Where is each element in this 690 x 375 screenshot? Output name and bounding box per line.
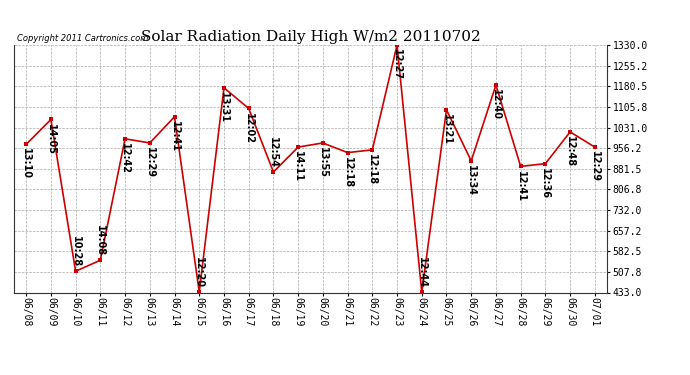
Text: 12:27: 12:27 <box>392 49 402 80</box>
Text: 13:55: 13:55 <box>318 147 328 178</box>
Text: 12:54: 12:54 <box>268 137 278 168</box>
Text: 13:31: 13:31 <box>219 92 229 123</box>
Text: 12:42: 12:42 <box>120 143 130 174</box>
Text: 12:41: 12:41 <box>515 171 526 202</box>
Text: 10:28: 10:28 <box>70 236 81 267</box>
Text: 12:20: 12:20 <box>195 257 204 288</box>
Text: 12:44: 12:44 <box>417 257 426 288</box>
Text: 13:10: 13:10 <box>21 148 31 180</box>
Text: 12:48: 12:48 <box>565 136 575 167</box>
Title: Solar Radiation Daily High W/m2 20110702: Solar Radiation Daily High W/m2 20110702 <box>141 30 480 44</box>
Text: 12:36: 12:36 <box>540 168 551 199</box>
Text: 12:18: 12:18 <box>343 157 353 188</box>
Text: 12:29: 12:29 <box>590 151 600 182</box>
Text: 12:40: 12:40 <box>491 89 501 120</box>
Text: 14:08: 14:08 <box>95 225 106 256</box>
Text: 12:29: 12:29 <box>145 147 155 178</box>
Text: 14:05: 14:05 <box>46 124 56 154</box>
Text: 14:11: 14:11 <box>293 151 303 182</box>
Text: 13:21: 13:21 <box>442 114 451 145</box>
Text: Copyright 2011 Cartronics.com: Copyright 2011 Cartronics.com <box>17 33 148 42</box>
Text: 12:41: 12:41 <box>170 121 179 152</box>
Text: 12:18: 12:18 <box>367 154 377 185</box>
Text: 12:02: 12:02 <box>244 112 254 144</box>
Text: 13:34: 13:34 <box>466 165 476 196</box>
